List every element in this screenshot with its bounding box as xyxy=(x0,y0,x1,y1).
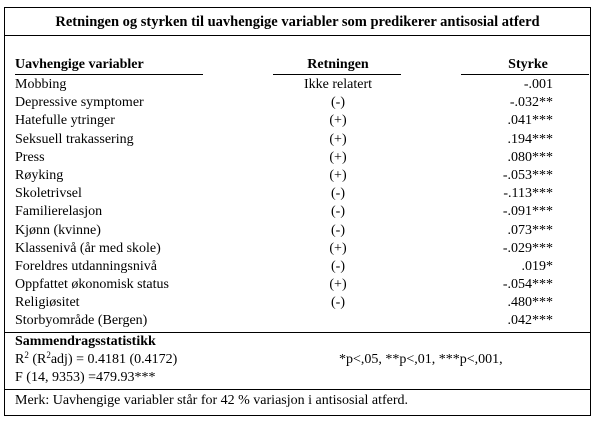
strength-cell: .073*** xyxy=(507,222,554,238)
direction-cell: (-) xyxy=(331,258,345,274)
direction-cell: (+) xyxy=(329,149,347,165)
direction-cell: (+) xyxy=(329,167,347,183)
summary-title: Sammendragsstatistikk xyxy=(15,334,156,349)
r2-paren-open: (R xyxy=(28,352,47,367)
strength-cell: -.054*** xyxy=(502,277,553,293)
table-row: Kjønn (kvinne) (-) .073*** xyxy=(5,222,590,240)
direction-cell: (+) xyxy=(329,277,347,293)
strength-cell: .080*** xyxy=(507,149,554,165)
table-row: Hatefulle ytringer (+) .041*** xyxy=(5,112,590,130)
table-row: Seksuell trakassering (+) .194*** xyxy=(5,131,590,149)
header-strength: Styrke xyxy=(508,57,548,72)
table-body: Mobbing Ikke relatert -.001 Depressive symp… xyxy=(5,76,590,331)
summary-r-squared: R2 (R2adj) = 0.4181 (0.4172) xyxy=(15,351,177,368)
direction-cell: (-) xyxy=(331,186,345,202)
significance-legend: *p<,05, **p<,01, ***p<,001, xyxy=(339,352,503,367)
table-row: Foreldres utdanningsnivå (-) .019* xyxy=(5,258,590,276)
table-row: Storbyområde (Bergen) .042*** xyxy=(5,312,590,330)
strength-cell: .480*** xyxy=(507,295,554,311)
direction-cell: (+) xyxy=(329,131,347,147)
direction-cell: (-) xyxy=(331,222,345,238)
header-underline-variables xyxy=(15,74,203,75)
table-row: Skoletrivsel (-) -.113*** xyxy=(5,185,590,203)
header-variables: Uavhengige variabler xyxy=(15,57,144,72)
strength-cell: .019* xyxy=(521,258,554,274)
variable-cell: Religiøsitet xyxy=(15,295,80,311)
variable-cell: Press xyxy=(15,149,45,165)
table-title: Retningen og styrken til uavhengige vari… xyxy=(55,14,540,30)
strength-cell: .194*** xyxy=(507,131,554,147)
variable-cell: Skoletrivsel xyxy=(15,186,82,202)
table-row: Mobbing Ikke relatert -.001 xyxy=(5,76,590,94)
header-underline-strength xyxy=(461,74,589,75)
variable-cell: Seksuell trakassering xyxy=(15,131,134,147)
r2-label: R xyxy=(15,352,25,367)
summary-f-statistic: F (14, 9353) =479.93*** xyxy=(15,370,156,385)
note-divider xyxy=(5,389,590,390)
title-divider xyxy=(5,35,590,36)
direction-cell: (-) xyxy=(331,204,345,220)
table-row: Depressive symptomer (-) -.032** xyxy=(5,94,590,112)
variable-cell: Kjønn (kvinne) xyxy=(15,222,101,238)
table-row: Klassenivå (år med skole) (+) -.029*** xyxy=(5,240,590,258)
strength-cell: -.029*** xyxy=(502,240,553,256)
summary-divider xyxy=(5,332,590,333)
table-row: Røyking (+) -.053*** xyxy=(5,167,590,185)
table-row: Religiøsitet (-) .480*** xyxy=(5,294,590,312)
variable-cell: Oppfattet økonomisk status xyxy=(15,277,169,293)
direction-cell: (+) xyxy=(329,240,347,256)
r2-values: adj) = 0.4181 (0.4172) xyxy=(50,352,178,367)
strength-cell: -.091*** xyxy=(502,204,553,220)
table-note: Merk: Uavhengige variabler står for 42 %… xyxy=(15,393,409,408)
strength-cell: -.053*** xyxy=(502,167,553,183)
table-row: Press (+) .080*** xyxy=(5,149,590,167)
variable-cell: Familierelasjon xyxy=(15,204,103,220)
r2-adj-superscript: 2 xyxy=(46,350,51,360)
strength-cell: .042*** xyxy=(507,313,554,329)
header-underline-direction xyxy=(273,74,401,75)
strength-cell: -.113*** xyxy=(503,186,553,202)
direction-cell: (-) xyxy=(331,295,345,311)
strength-cell: -.032** xyxy=(509,95,553,111)
table-row: Oppfattet økonomisk status (+) -.054*** xyxy=(5,276,590,294)
variable-cell: Klassenivå (år med skole) xyxy=(15,240,161,256)
variable-cell: Hatefulle ytringer xyxy=(15,113,115,129)
strength-cell: .041*** xyxy=(507,113,554,129)
table-frame: Retningen og styrken til uavhengige vari… xyxy=(4,7,591,416)
table-row: Familierelasjon (-) -.091*** xyxy=(5,203,590,221)
strength-cell: -.001 xyxy=(523,77,553,92)
direction-cell: (+) xyxy=(329,113,347,129)
variable-cell: Foreldres utdanningsnivå xyxy=(15,258,157,274)
variable-cell: Storbyområde (Bergen) xyxy=(15,313,148,329)
variable-cell: Mobbing xyxy=(15,77,67,92)
variable-cell: Depressive symptomer xyxy=(15,95,144,111)
direction-cell: (-) xyxy=(331,95,345,111)
variable-cell: Røyking xyxy=(15,167,64,183)
header-direction: Retningen xyxy=(307,57,369,72)
r2-superscript: 2 xyxy=(24,350,29,360)
direction-cell: Ikke relatert xyxy=(303,77,373,92)
